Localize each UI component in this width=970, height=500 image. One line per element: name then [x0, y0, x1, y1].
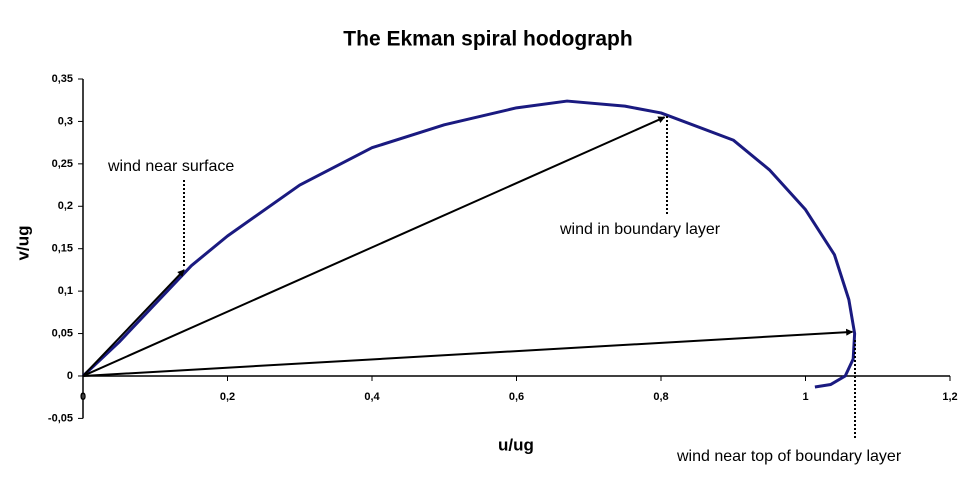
annotation: wind in boundary layer [559, 221, 721, 238]
annotation: wind near top of boundary layer [676, 448, 902, 465]
wind-vector [82, 269, 185, 377]
y-tick-label: 0,35 [52, 73, 73, 85]
y-tick-label: 0,15 [52, 243, 73, 255]
x-tick-label: 1 [802, 391, 808, 403]
y-tick-label: 0,1 [58, 285, 73, 297]
wind-vector [82, 116, 666, 377]
y-tick-label: 0,3 [58, 115, 73, 127]
x-tick-label: 0 [80, 391, 86, 403]
y-tick-label: 0,25 [52, 158, 73, 170]
y-axis-label: v/ug [13, 226, 32, 261]
y-tick-label: 0 [67, 370, 73, 382]
x-axis-label: u/ug [498, 435, 534, 454]
annotation: wind near surface [107, 158, 234, 175]
y-tick-label: 0,2 [58, 200, 73, 212]
y-tick-label: 0,05 [52, 327, 73, 339]
x-tick-label: 0,4 [364, 391, 380, 403]
x-tick-label: 0,2 [220, 391, 235, 403]
spiral-line [81, 99, 857, 389]
x-tick-label: 0,6 [509, 391, 524, 403]
chart-title: The Ekman spiral hodograph [343, 28, 632, 51]
x-tick-label: 1,2 [942, 391, 957, 403]
x-tick-label: 0,8 [653, 391, 668, 403]
y-tick-label: -0,05 [48, 412, 73, 424]
wind-vector [82, 328, 854, 377]
